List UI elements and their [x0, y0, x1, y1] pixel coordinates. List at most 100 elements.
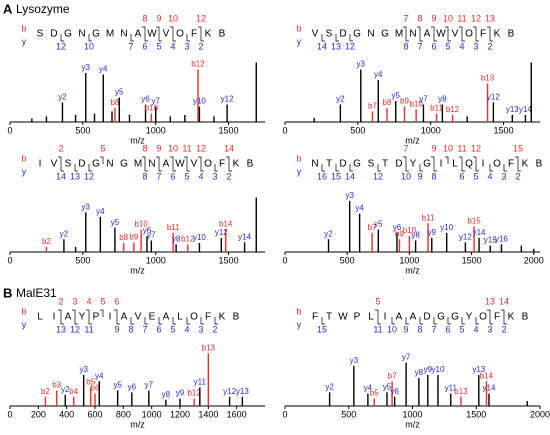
y-cleavage — [172, 34, 176, 42]
peak-label: y2 — [58, 93, 67, 102]
residue: F — [508, 159, 514, 170]
y-ion-number: 4 — [198, 171, 203, 181]
b-ion-number: 15 — [513, 143, 523, 153]
peak-label: y10 — [440, 223, 453, 232]
y-ion-number: 8 — [417, 324, 422, 334]
y-cleavage — [377, 317, 381, 325]
y-ion-number: 6 — [445, 324, 450, 334]
y-cleavage — [200, 317, 204, 325]
peak-label: b10 — [403, 226, 417, 235]
b-ion-number: 2 — [58, 143, 63, 153]
y-ion-number: 5 — [156, 41, 161, 51]
residue: G — [64, 29, 72, 40]
residue: A — [410, 312, 417, 323]
residue: B — [219, 29, 226, 40]
y-ion-number: 6 — [431, 41, 436, 51]
x-tick-label: 500 — [340, 255, 355, 265]
peak-label: y6 — [128, 382, 137, 391]
residue: Y — [79, 312, 86, 323]
residue: O — [190, 312, 198, 323]
y-cleavage — [321, 164, 325, 172]
b-cleavage — [445, 26, 449, 34]
y-cleavage — [447, 34, 451, 42]
y-ion-number: 12 — [84, 171, 94, 181]
b-series-label: b — [21, 153, 26, 163]
b-cleavage — [100, 309, 104, 317]
b-cleavage — [487, 26, 491, 34]
peak-label: y3 — [82, 202, 91, 211]
peak-label: b3 — [52, 381, 61, 390]
y-ion-number: 7 — [431, 324, 436, 334]
peak-label: b13 — [454, 387, 468, 396]
peak-label: y2 — [61, 385, 70, 394]
residue: D — [78, 159, 85, 170]
peak-label: b14 — [219, 220, 233, 229]
y-cleavage — [377, 164, 381, 172]
peak-label: y10 — [193, 233, 206, 242]
section-letter: A — [3, 1, 13, 16]
residue: K — [508, 312, 515, 323]
residue: A — [163, 312, 170, 323]
residue: V — [191, 159, 198, 170]
residue: A — [424, 29, 431, 40]
peak-label: b4 — [69, 387, 78, 396]
peak-label: y3 — [357, 60, 366, 69]
residue: V — [51, 159, 58, 170]
peak-label: y9 — [176, 389, 185, 398]
residue: K — [219, 312, 226, 323]
y-cleavage — [461, 317, 465, 325]
b-cleavage — [142, 26, 146, 34]
b-ion-number: 2 — [58, 296, 63, 306]
residue: W — [338, 312, 348, 323]
b-cleavage — [198, 156, 202, 164]
y-cleavage — [335, 164, 339, 172]
y-cleavage — [116, 317, 120, 325]
b-cleavage — [473, 156, 477, 164]
peak-label: y7 — [419, 95, 428, 104]
y-ion-number: 2 — [226, 171, 231, 181]
peak-label: y14 — [483, 384, 496, 393]
x-axis-label: m/z — [405, 265, 420, 275]
peak-label: y14 — [519, 105, 532, 114]
peak-label: y3 — [79, 365, 88, 374]
x-tick-label: 1000 — [399, 255, 419, 265]
b-cleavage — [459, 156, 463, 164]
peak-label: b7 — [388, 371, 397, 380]
x-axis-label: m/z — [405, 419, 420, 429]
b-ion-number: 9 — [431, 143, 436, 153]
y-series-label: y — [22, 166, 27, 176]
peak-label: b12 — [446, 105, 460, 114]
y-ion-number: 3 — [487, 324, 492, 334]
y-series-label: y — [297, 166, 302, 176]
y-ion-number: 3 — [473, 41, 478, 51]
peak-label: y3 — [350, 356, 359, 365]
peak-label: y9 — [424, 365, 433, 374]
b-cleavage — [184, 156, 188, 164]
y-ion-number: 8 — [431, 171, 436, 181]
residue: F — [219, 159, 225, 170]
x-tick-label: 2000 — [530, 409, 550, 419]
y-cleavage — [447, 317, 451, 325]
y-cleavage — [321, 34, 325, 42]
b-ion-number: 4 — [86, 296, 91, 306]
b-ion-number: 9 — [156, 13, 161, 23]
peak-label: y8 — [415, 368, 424, 377]
peak-label: y5 — [392, 91, 401, 100]
x-tick-label: 1500 — [219, 255, 239, 265]
peak-label: b2 — [42, 237, 51, 246]
b-cleavage — [445, 156, 449, 164]
y-ion-number: 14 — [317, 41, 327, 51]
x-tick-label: 1600 — [227, 409, 247, 419]
peak-label: y5 — [374, 220, 383, 229]
y-ion-number: 16 — [317, 171, 327, 181]
y-cleavage — [321, 317, 325, 325]
peak-label: b14 — [480, 371, 494, 380]
x-tick-label: 0 — [282, 409, 287, 419]
y-ion-number: 12 — [56, 41, 66, 51]
y-cleavage — [433, 317, 437, 325]
residue: K — [494, 29, 501, 40]
y-ion-number: 9 — [403, 324, 408, 334]
y-ion-number: 3 — [184, 41, 189, 51]
x-tick-label: 500 — [75, 255, 90, 265]
peak-label: y13 — [236, 387, 249, 396]
